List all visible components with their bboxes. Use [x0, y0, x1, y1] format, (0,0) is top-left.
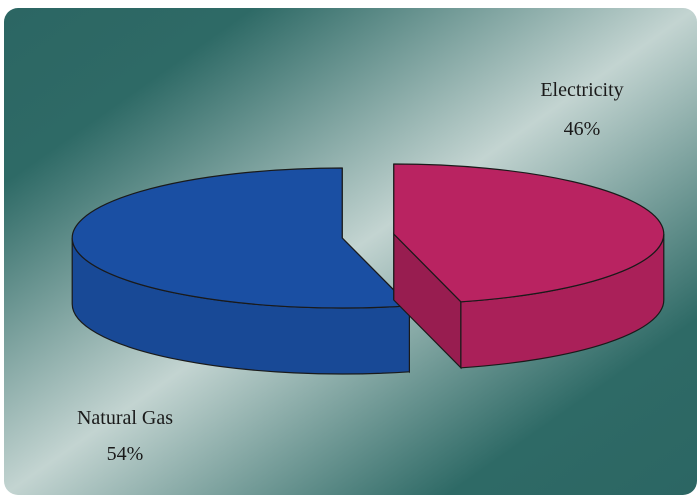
electricity-percent: 46%	[564, 118, 601, 140]
pie-slice-natural-gas	[71, 167, 411, 375]
natural-gas-label: Natural Gas	[77, 407, 173, 429]
electricity-label: Electricity	[540, 79, 623, 101]
natural-gas-percent: 54%	[107, 443, 144, 465]
slice-top-face	[71, 167, 411, 309]
slice-top-face	[393, 163, 665, 303]
pie-slice-electricity	[393, 163, 665, 370]
pie-slices	[71, 163, 665, 375]
